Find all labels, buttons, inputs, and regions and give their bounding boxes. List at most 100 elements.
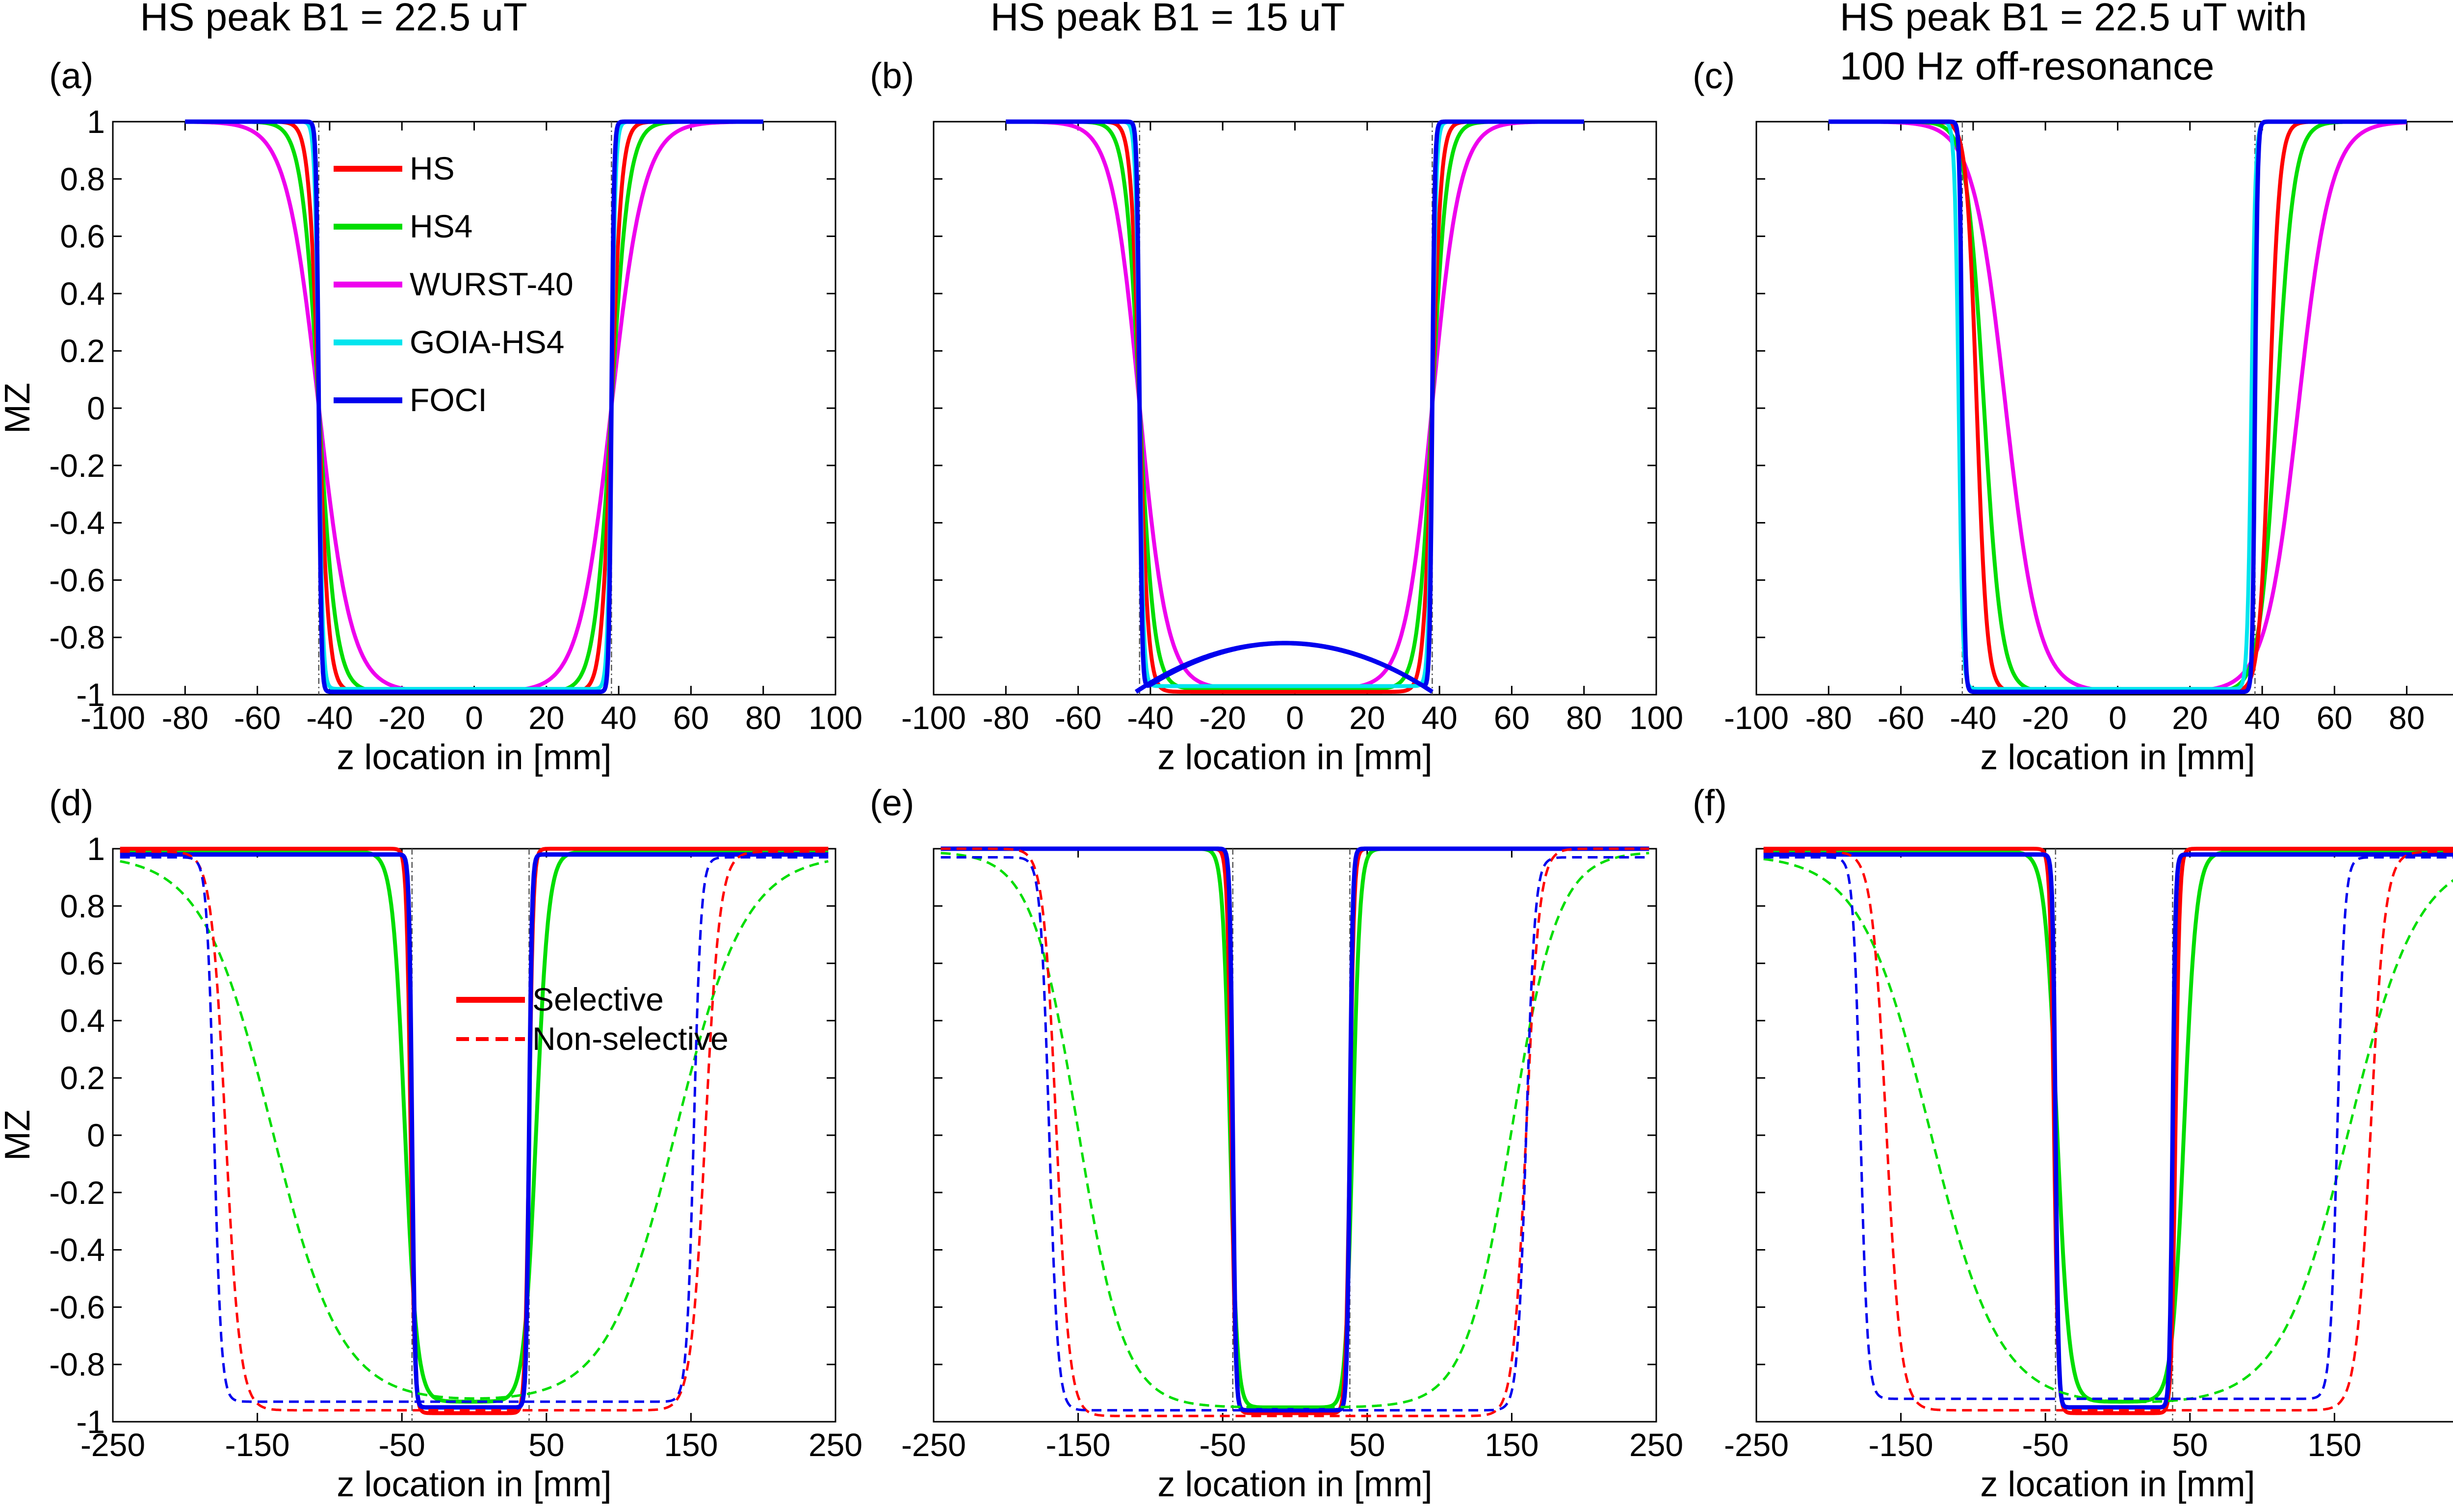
x-tick-label: 40	[1421, 700, 1457, 736]
y-tick-label: 0.2	[60, 333, 105, 369]
x-tick-label: 80	[2389, 700, 2425, 736]
y-tick-label: -0.4	[49, 1232, 105, 1268]
x-tick-label: 150	[1485, 1427, 1539, 1463]
x-tick-label: -50	[1200, 1427, 1246, 1463]
y-tick-label: 0.2	[60, 1060, 105, 1096]
x-axis-label: z location in [mm]	[337, 738, 611, 777]
x-tick-label: 50	[2172, 1427, 2208, 1463]
panel-label: (f)	[1693, 782, 1727, 823]
x-tick-label: -40	[1127, 700, 1174, 736]
plot-area	[112, 848, 836, 1423]
x-tick-label: 150	[664, 1427, 718, 1463]
x-tick-label: -100	[80, 700, 145, 736]
x-tick-label: -80	[983, 700, 1029, 736]
x-tick-label: 20	[2172, 700, 2208, 736]
x-tick-label: -100	[901, 700, 966, 736]
y-tick-label: -0.2	[49, 1174, 105, 1211]
panel-f: (f) -250 -150 -50 50 150 250 z location in [mm]	[1693, 782, 2453, 1504]
series-hs4-nonselective	[120, 860, 829, 1400]
y-tick-label: -0.2	[49, 447, 105, 484]
y-tick-label: 0	[87, 1117, 105, 1153]
x-tick-label: 100	[1629, 700, 1683, 736]
legend-label-selective: Selective	[532, 981, 664, 1017]
y-tick-label: -1	[76, 1404, 105, 1440]
series-hs4-nonselective	[940, 852, 1649, 1409]
x-axis-label: z location in [mm]	[1980, 1465, 2255, 1504]
column-title-3-line1: HS peak B1 = 22.5 uT with	[1840, 0, 2307, 39]
series-hs4-selective	[1762, 849, 2453, 1404]
series-hs-nonselective	[1763, 850, 2453, 1412]
x-tick-label: 80	[1566, 700, 1602, 736]
x-tick-label: -150	[1046, 1427, 1111, 1463]
legend-label: GOIA-HS4	[410, 324, 564, 360]
y-tick-label: 1	[87, 831, 105, 867]
panel-label: (e)	[870, 782, 914, 823]
panel-label: (d)	[49, 782, 93, 823]
x-tick-label: 100	[2452, 700, 2453, 736]
legend-label: HS	[410, 150, 455, 186]
y-tick-label: -0.6	[49, 562, 105, 598]
y-tick-label: -0.8	[49, 619, 105, 655]
panel-b: (b) -100 -80 -60 -40 -20 0 20 40 60 80 100 z locatio…	[870, 55, 1683, 777]
x-tick-label: -60	[1878, 700, 1924, 736]
y-tick-label: 0.6	[60, 218, 105, 255]
series-foci	[1827, 119, 2408, 694]
x-tick-label: 40	[600, 700, 636, 736]
x-tick-label: -20	[1200, 700, 1246, 736]
legend-label: FOCI	[410, 382, 487, 418]
y-axis-label: MZ	[0, 383, 37, 434]
series-hs-selective	[119, 847, 830, 1415]
y-tick-label: 0.8	[60, 161, 105, 197]
panel-label: (c)	[1693, 55, 1735, 96]
x-axis-label: z location in [mm]	[337, 1465, 611, 1504]
x-axis-label: z location in [mm]	[1157, 738, 1432, 777]
x-tick-label: -80	[1805, 700, 1852, 736]
y-tick-label: 1	[87, 104, 105, 140]
x-tick-label: -50	[2022, 1427, 2069, 1463]
x-tick-label: -150	[225, 1427, 290, 1463]
panel-label: (a)	[49, 55, 93, 96]
legend-label: HS4	[410, 208, 472, 244]
series-hs4-selective	[119, 849, 830, 1404]
x-tick-label: 0	[2109, 700, 2127, 736]
y-tick-label: -0.8	[49, 1346, 105, 1382]
series-foci-dome	[1134, 641, 1434, 694]
x-tick-label: 80	[745, 700, 781, 736]
column-title-2: HS peak B1 = 15 uT	[991, 0, 1345, 39]
series-foci-nonselective	[940, 856, 1649, 1412]
x-tick-label: -60	[1055, 700, 1101, 736]
x-tick-label: -100	[1724, 700, 1789, 736]
legend-label: WURST-40	[410, 266, 574, 302]
y-tick-label: 0.6	[60, 945, 105, 982]
series-foci	[183, 119, 765, 694]
plot-area	[933, 121, 1657, 696]
legend-label-nonselective: Non-selective	[532, 1020, 729, 1057]
x-axis-label: z location in [mm]	[1980, 738, 2255, 777]
series-hs-nonselective	[120, 850, 829, 1412]
x-tick-label: 40	[2244, 700, 2280, 736]
y-axis-label: MZ	[0, 1110, 37, 1161]
y-tick-label: 0.8	[60, 888, 105, 924]
x-tick-label: 0	[1286, 700, 1304, 736]
x-tick-label: 60	[1494, 700, 1530, 736]
x-axis-label: z location in [mm]	[1157, 1465, 1432, 1504]
y-tick-label: -0.6	[49, 1289, 105, 1325]
x-tick-label: 20	[528, 700, 564, 736]
column-title-3-line2: 100 Hz off-resonance	[1840, 44, 2214, 88]
legend-top: HS HS4 WURST-40 GOIA-HS4 FOCI	[334, 150, 574, 418]
series-hs-selective	[1762, 847, 2453, 1415]
plot-area	[112, 121, 836, 696]
x-tick-label: -250	[901, 1427, 966, 1463]
x-tick-label: -250	[1724, 1427, 1789, 1463]
series-foci-selective	[1762, 852, 2453, 1410]
y-tick-label: 0.4	[60, 275, 105, 312]
x-tick-label: 60	[2317, 700, 2352, 736]
x-tick-label: 60	[673, 700, 709, 736]
y-tick-label: -1	[76, 677, 105, 713]
x-tick-label: -150	[1869, 1427, 1933, 1463]
column-title-1: HS peak B1 = 22.5 uT	[140, 0, 527, 39]
x-tick-label: -20	[379, 700, 425, 736]
x-tick-label: 150	[2307, 1427, 2361, 1463]
panel-c: (c) -100 -80 -60 -40 -20 0 20 40 60 80 100 z locatio…	[1693, 55, 2453, 777]
